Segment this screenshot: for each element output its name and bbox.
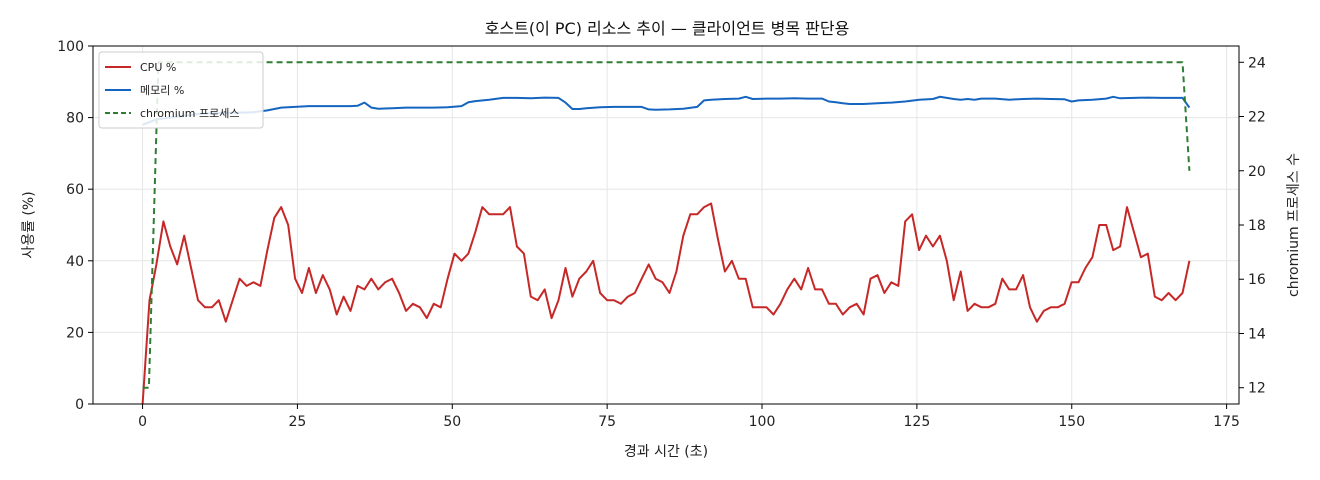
series-line-1: [142, 95, 1191, 126]
legend-label-0: CPU %: [140, 61, 176, 74]
y-tick-label: 40: [66, 254, 84, 270]
x-tick-label: 50: [443, 414, 461, 430]
chart-title: 호스트(이 PC) 리소스 추이 — 클라이언트 병목 판단용: [485, 19, 850, 38]
y2-tick-label: 20: [1248, 164, 1266, 180]
y-tick-label: 80: [66, 111, 84, 127]
legend-label-1: 메모리 %: [140, 84, 184, 97]
series-line-2: [142, 61, 1191, 389]
x-axis: 0 25 50 75 100 125 150 175: [138, 404, 1240, 430]
y2-tick-label: 12: [1248, 381, 1266, 397]
y2-tick-label: 24: [1248, 55, 1266, 71]
y-axis-right: 12 14 16 18 20 22 24: [1239, 55, 1266, 397]
y2-tick-label: 14: [1248, 326, 1266, 342]
x-tick-label: 150: [1058, 414, 1085, 430]
y2-tick-label: 18: [1248, 218, 1266, 234]
y-axis-title: 사용률 (%): [21, 191, 37, 258]
legend: CPU % 메모리 % chromium 프로세스: [98, 51, 264, 129]
legend-box: [98, 51, 264, 129]
legend-label-2: chromium 프로세스: [140, 107, 239, 120]
y2-tick-label: 16: [1248, 272, 1266, 288]
x-tick-label: 175: [1213, 414, 1240, 430]
x-tick-label: 75: [598, 414, 616, 430]
x-tick-label: 125: [904, 414, 931, 430]
y-tick-label: 60: [66, 182, 84, 198]
x-tick-label: 100: [749, 414, 776, 430]
y-tick-label: 20: [66, 325, 84, 341]
x-tick-label: 25: [289, 414, 307, 430]
y-tick-label: 100: [57, 39, 84, 55]
y2-tick-label: 22: [1248, 110, 1266, 126]
plot-series: [141, 61, 1191, 405]
x-tick-label: 0: [138, 414, 147, 430]
y-axis-left: 0 20 40 60 80 100: [57, 39, 93, 413]
series-line-0: [141, 202, 1191, 405]
y-tick-label: 0: [75, 397, 84, 413]
x-axis-title: 경과 시간 (초): [624, 444, 708, 460]
y2-axis-title: chromium 프로세스 수: [1286, 153, 1302, 297]
